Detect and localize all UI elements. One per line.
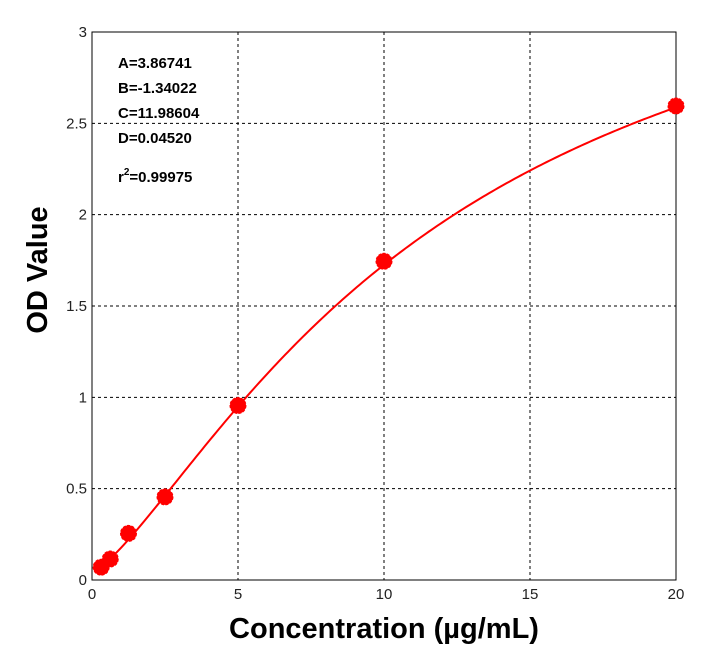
data-point (375, 252, 393, 270)
x-tick-label: 10 (376, 586, 393, 603)
grid (92, 32, 676, 580)
r-squared-value: =0.99975 (129, 169, 192, 186)
y-tick-label: 0 (79, 572, 87, 589)
y-tick-label: 2.5 (66, 115, 87, 132)
x-tick-label: 20 (668, 586, 685, 603)
param-a: A=3.86741 (118, 55, 192, 72)
data-point (120, 524, 137, 542)
x-tick-label: 0 (88, 586, 96, 603)
y-tick-label: 0.5 (66, 481, 87, 498)
y-tick-label: 1.5 (66, 298, 87, 315)
x-tick-label: 5 (234, 586, 242, 603)
y-tick-label: 1 (79, 389, 87, 406)
x-tick-labels: 0 5 10 15 20 (88, 586, 685, 603)
param-b: B=-1.34022 (118, 80, 197, 97)
y-axis-title: OD Value (22, 206, 54, 333)
data-points (92, 97, 685, 576)
x-axis-title: Concentration (µg/mL) (229, 613, 539, 645)
param-c: C=11.98604 (118, 105, 200, 122)
fit-parameters: A=3.86741 B=-1.34022 C=11.98604 D=0.0452… (118, 55, 200, 186)
x-tick-label: 15 (522, 586, 539, 603)
param-d: D=0.04520 (118, 130, 192, 147)
y-tick-label: 3 (79, 24, 87, 41)
data-point (156, 488, 174, 506)
data-point (101, 550, 119, 568)
y-tick-label: 2 (79, 207, 87, 224)
r-squared: r2=0.99975 (118, 167, 192, 186)
data-point (667, 97, 685, 115)
r-squared-prefix: r (118, 169, 124, 186)
data-point (229, 397, 247, 415)
y-tick-labels: 0 0.5 1 1.5 2 2.5 3 (66, 24, 87, 589)
r-squared-superscript: 2 (124, 167, 130, 178)
